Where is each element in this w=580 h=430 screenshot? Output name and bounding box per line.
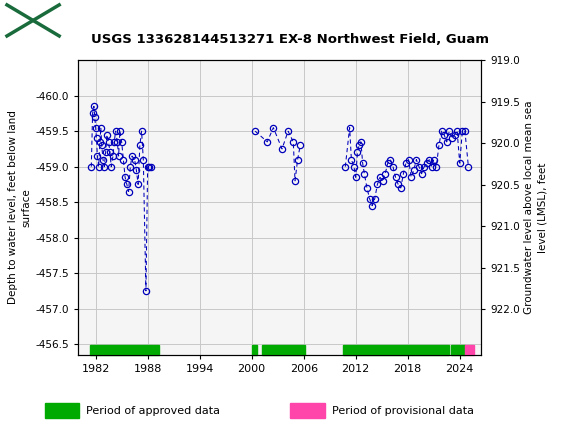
Bar xyxy=(465,345,474,355)
Y-axis label: Depth to water level, feet below land
surface: Depth to water level, feet below land su… xyxy=(8,111,31,304)
Text: Period of provisional data: Period of provisional data xyxy=(332,405,474,416)
Bar xyxy=(262,345,306,355)
Bar xyxy=(89,345,159,355)
Text: USGS 133628144513271 EX-8 Northwest Field, Guam: USGS 133628144513271 EX-8 Northwest Fiel… xyxy=(91,33,489,46)
Bar xyxy=(252,345,257,355)
Text: USGS: USGS xyxy=(67,12,122,29)
Y-axis label: Groundwater level above local mean sea
level (LMSL), feet: Groundwater level above local mean sea l… xyxy=(524,101,548,314)
Bar xyxy=(7,5,59,36)
Text: Period of approved data: Period of approved data xyxy=(86,405,220,416)
Bar xyxy=(343,345,450,355)
Bar xyxy=(290,403,325,418)
Bar xyxy=(451,345,465,355)
Bar xyxy=(45,403,79,418)
